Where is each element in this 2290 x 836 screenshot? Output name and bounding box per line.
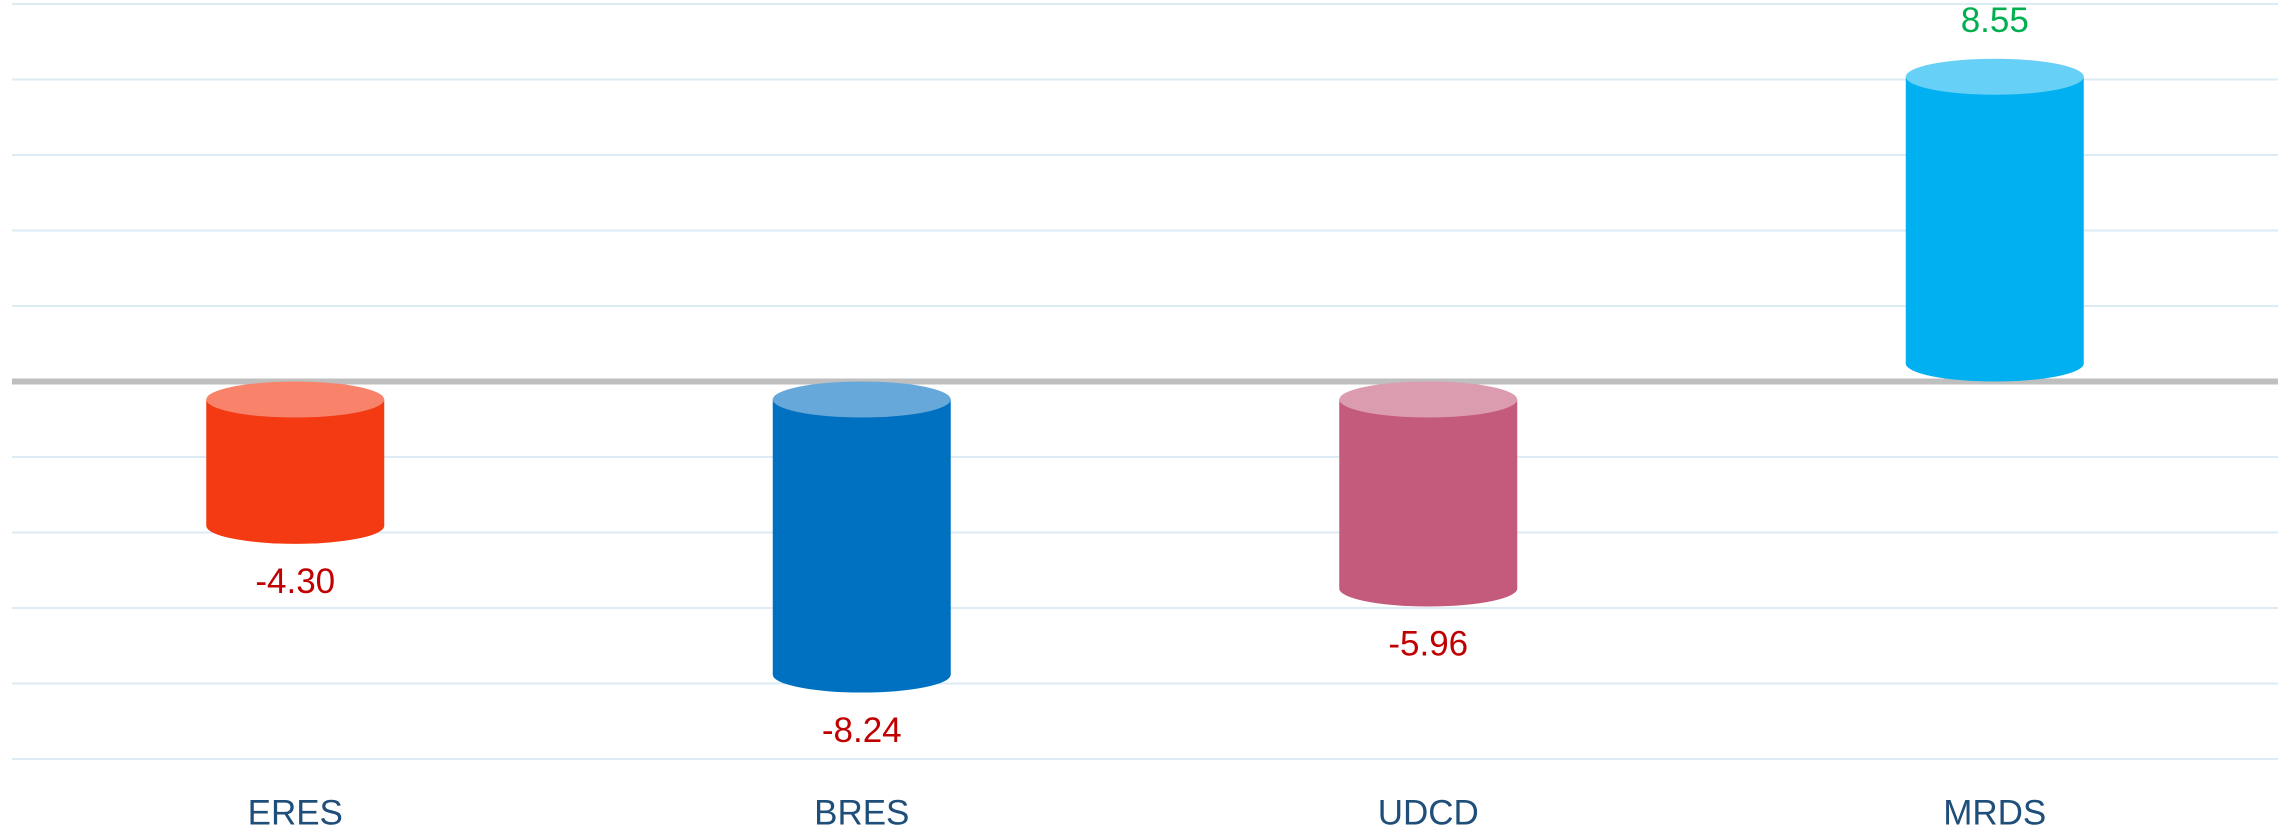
bar-body xyxy=(1339,399,1518,589)
bar xyxy=(1905,58,2084,382)
bar-cap xyxy=(1339,381,1518,418)
bar-body xyxy=(772,399,951,675)
value-label: -5.96 xyxy=(1388,625,1468,664)
bar-base xyxy=(1905,345,2084,382)
bar-cap xyxy=(772,381,951,418)
value-label: -8.24 xyxy=(822,711,902,750)
x-tick-label: UDCD xyxy=(1378,793,1479,832)
bar-body xyxy=(1905,76,2084,364)
bar-base xyxy=(206,507,385,544)
x-tick-label: ERES xyxy=(248,793,343,832)
value-label: 8.55 xyxy=(1961,1,2029,40)
bar-cap xyxy=(1905,58,2084,95)
value-label: -4.30 xyxy=(255,562,335,601)
bar-body xyxy=(206,399,385,526)
bar-cap xyxy=(206,381,385,418)
x-tick-label: BRES xyxy=(814,793,909,832)
bar-base xyxy=(772,656,951,693)
x-tick-label: MRDS xyxy=(1943,793,2046,832)
bar-base xyxy=(1339,570,1518,607)
bar xyxy=(206,381,385,544)
bar xyxy=(1339,381,1518,607)
bar xyxy=(772,381,951,693)
